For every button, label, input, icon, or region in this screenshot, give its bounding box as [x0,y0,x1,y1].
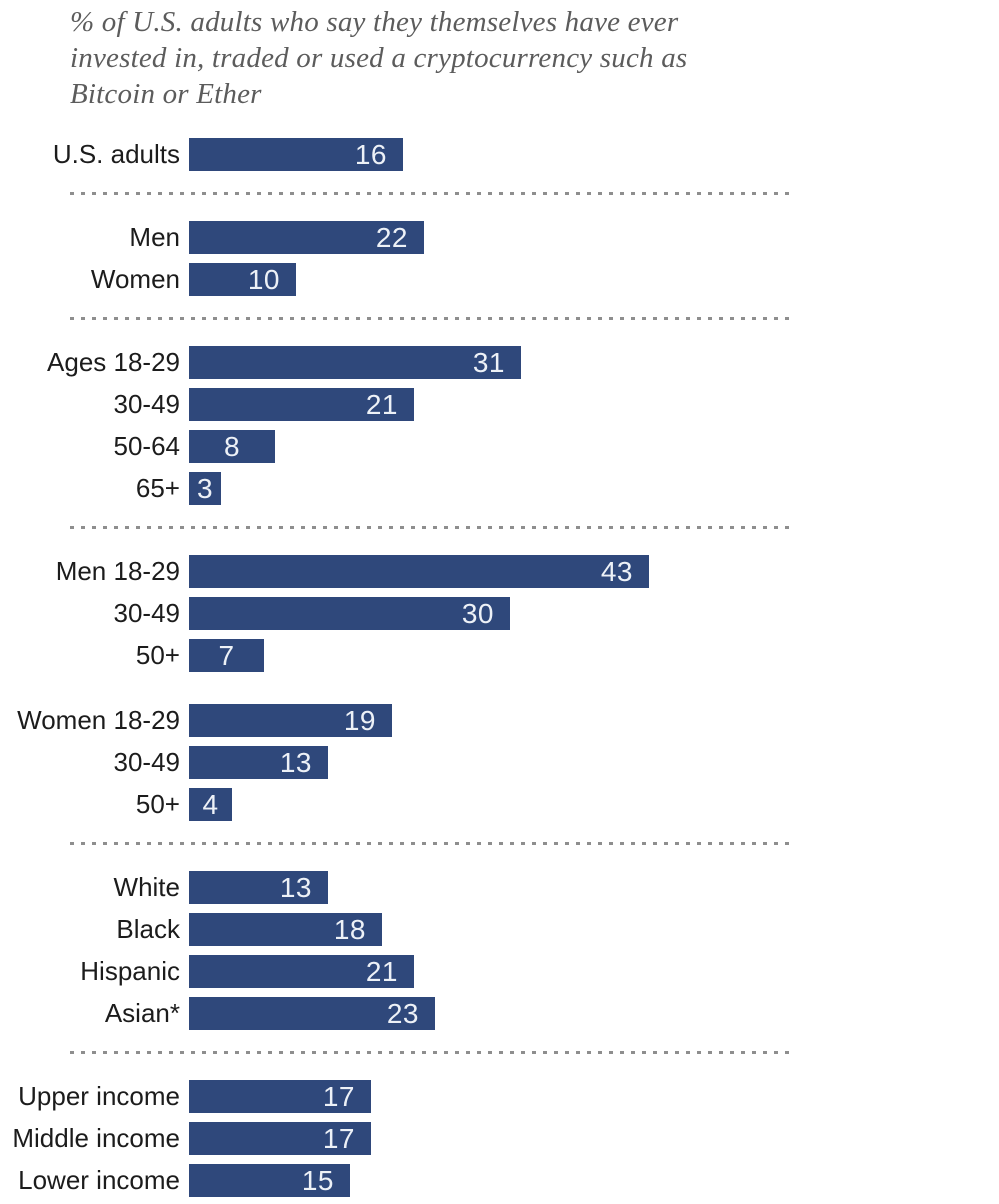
bar-group-overall: U.S. adults 16 [0,138,999,171]
bar-row: 30-49 21 [0,388,999,421]
category-label: U.S. adults [52,139,180,169]
value-bar: 21 [189,388,414,421]
value-label: 43 [600,555,633,587]
value-bar: 23 [189,997,435,1030]
value-bar: 31 [189,346,521,379]
value-label: 13 [279,746,312,778]
bar-row: 65+ 3 [0,472,999,505]
category-label: 50+ [135,640,180,670]
category-label: 50+ [135,789,180,819]
bar-row: 30-49 30 [0,597,999,630]
bar-row: Men 22 [0,221,999,254]
value-bar: 3 [189,472,221,505]
bar-row: White 13 [0,871,999,904]
value-label: 18 [333,913,366,945]
value-bar: 17 [189,1122,371,1155]
value-bar: 10 [189,263,296,296]
bar-group-age: Ages 18-29 31 30-49 21 50-64 8 65+ 3 [0,346,999,505]
group-divider-dotted-line [70,842,795,845]
category-label: Black [116,914,180,944]
value-label: 13 [279,871,312,903]
category-label: Lower income [18,1165,180,1195]
value-label: 31 [472,346,505,378]
value-label: 21 [365,388,398,420]
bar-row: Women 10 [0,263,999,296]
category-label: Upper income [18,1081,180,1111]
group-gap [0,672,999,704]
value-label: 15 [301,1164,334,1196]
bar-group-income: Upper income 17 Middle income 17 Lower incom… [0,1080,999,1197]
group-divider-dotted-line [70,317,795,320]
value-bar: 17 [189,1080,371,1113]
bar-row: Asian* 23 [0,997,999,1030]
bar-row: Upper income 17 [0,1080,999,1113]
group-divider-dotted-line [70,526,795,529]
bar-row: Black 18 [0,913,999,946]
value-label: 10 [247,263,280,295]
bar-row: 30-49 13 [0,746,999,779]
bar-row: Men 18-29 43 [0,555,999,588]
value-bar: 7 [189,639,264,672]
value-bar: 19 [189,704,392,737]
value-label: 17 [322,1080,355,1112]
category-label: 50-64 [113,431,181,461]
category-label: 30-49 [113,598,181,628]
category-label: Men [129,222,180,252]
value-bar: 15 [189,1164,350,1197]
group-divider-dotted-line [70,1051,795,1054]
value-label: 7 [218,639,235,671]
value-bar: 13 [189,871,328,904]
bar-row: Ages 18-29 31 [0,346,999,379]
bar-group-women-by-age: Women 18-29 19 30-49 13 50+ 4 [0,704,999,821]
category-label: 65+ [135,473,180,503]
category-label: Middle income [12,1123,180,1153]
category-label: Asian* [104,998,180,1028]
value-bar: 21 [189,955,414,988]
bar-group-race-ethnicity: White 13 Black 18 Hispanic 21 Asian* 23 [0,871,999,1030]
category-label: Ages 18-29 [47,347,180,377]
bar-group-gender: Men 22 Women 10 [0,221,999,296]
bar-row: Middle income 17 [0,1122,999,1155]
value-label: 21 [365,955,398,987]
category-label: Hispanic [80,956,180,986]
bar-row: U.S. adults 16 [0,138,999,171]
category-label: Women [90,264,180,294]
value-bar: 8 [189,430,275,463]
value-label: 17 [322,1122,355,1154]
category-label: Men 18-29 [55,556,180,586]
value-label: 30 [461,597,494,629]
group-divider-dotted-line [70,192,795,195]
bar-row: Women 18-29 19 [0,704,999,737]
value-bar: 43 [189,555,649,588]
value-bar: 22 [189,221,424,254]
category-label: 30-49 [113,747,181,777]
bar-row: Hispanic 21 [0,955,999,988]
bar-row: 50-64 8 [0,430,999,463]
value-bar: 18 [189,913,382,946]
crypto-ownership-bar-chart: U.S. adults 16 Men 22 Women 10 Ages 18-29 31 30-… [0,138,999,1197]
bar-row: 50+ 4 [0,788,999,821]
value-bar: 4 [189,788,232,821]
bar-group-men-by-age: Men 18-29 43 30-49 30 50+ 7 [0,555,999,672]
value-bar: 13 [189,746,328,779]
value-label: 23 [386,997,419,1029]
category-label: White [113,872,180,902]
value-label: 19 [343,704,376,736]
value-bar: 16 [189,138,403,171]
chart-subtitle: % of U.S. adults who say they themselves… [70,6,688,110]
value-label: 3 [196,472,214,504]
category-label: 30-49 [113,389,181,419]
value-label: 16 [354,138,387,170]
value-bar: 30 [189,597,510,630]
bar-row: 50+ 7 [0,639,999,672]
value-label: 8 [223,430,241,462]
value-label: 22 [375,221,408,253]
value-label: 4 [202,788,219,820]
category-label: Women 18-29 [17,705,180,735]
bar-row: Lower income 15 [0,1164,999,1197]
